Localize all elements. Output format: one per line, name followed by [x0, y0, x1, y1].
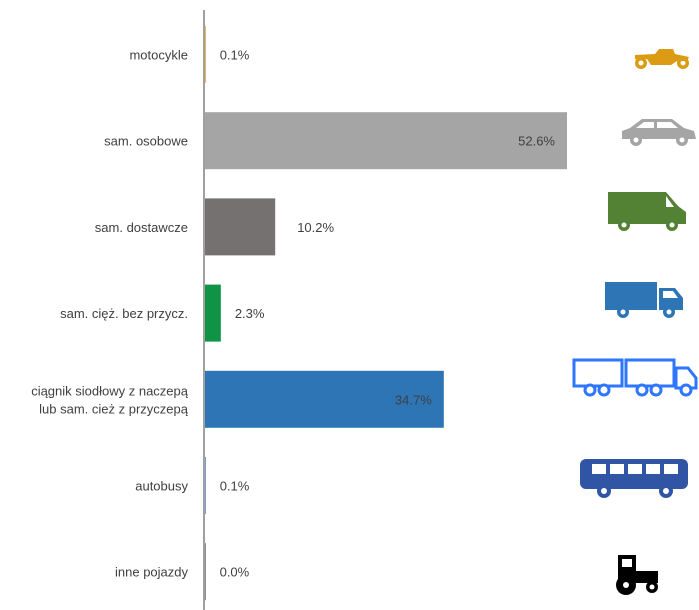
- category-label-sam-dostawcze: sam. dostawcze: [95, 220, 188, 235]
- value-labels: 0.1% 52.6% 10.2% 2.3% 34.7% 0.1% 0.0%: [220, 48, 556, 580]
- vehicle-icons: [572, 49, 698, 595]
- category-labels: motocykle sam. osobowe sam. dostawcze sam. …: [31, 48, 189, 580]
- category-label-motocykle: motocykle: [129, 48, 188, 63]
- category-label-inne-pojazdy: inne pojazdy: [115, 565, 188, 580]
- category-label-autobusy: autobusy: [135, 479, 188, 494]
- bar-motocykle: [205, 26, 206, 83]
- bar-sam-cięż-bez-przycz: [205, 284, 221, 342]
- value-label-inne-pojazdy: 0.0%: [220, 565, 250, 580]
- bar-autobusy: [205, 457, 206, 514]
- van-icon: [608, 192, 686, 231]
- value-label-autobusy: 0.1%: [220, 479, 250, 494]
- value-label-sam-cięż-bez-przycz: 2.3%: [235, 306, 265, 321]
- tractor-icon: [616, 555, 658, 595]
- bar-inne-pojazdy: [205, 543, 206, 601]
- bus-icon: [580, 459, 688, 498]
- value-label-sam-osobowe: 52.6%: [518, 134, 555, 149]
- bar-sam-dostawcze: [205, 198, 276, 256]
- motorcycle-icon: [635, 49, 689, 69]
- bar-ciągnik-siodłowy-z-naczepą: [205, 370, 444, 428]
- category-label-sam-osobowe: sam. osobowe: [104, 134, 188, 149]
- car-icon: [622, 119, 696, 146]
- truck-trailer-icon: [572, 358, 698, 397]
- value-label-motocykle: 0.1%: [220, 48, 250, 63]
- bars-group: [205, 26, 567, 601]
- category-label-sam-cięż-bez-przycz: sam. cięż. bez przycz.: [60, 306, 188, 321]
- value-label-ciągnik-siodłowy-z-naczepą: 34.7%: [395, 392, 432, 407]
- value-label-sam-dostawcze: 10.2%: [297, 220, 334, 235]
- truck-icon: [605, 282, 683, 318]
- bar-sam-osobowe: [205, 112, 567, 170]
- category-label-ciągnik-siodłowy-z-naczepą: ciągnik siodłowy z naczepą lub sam. cież …: [31, 383, 189, 416]
